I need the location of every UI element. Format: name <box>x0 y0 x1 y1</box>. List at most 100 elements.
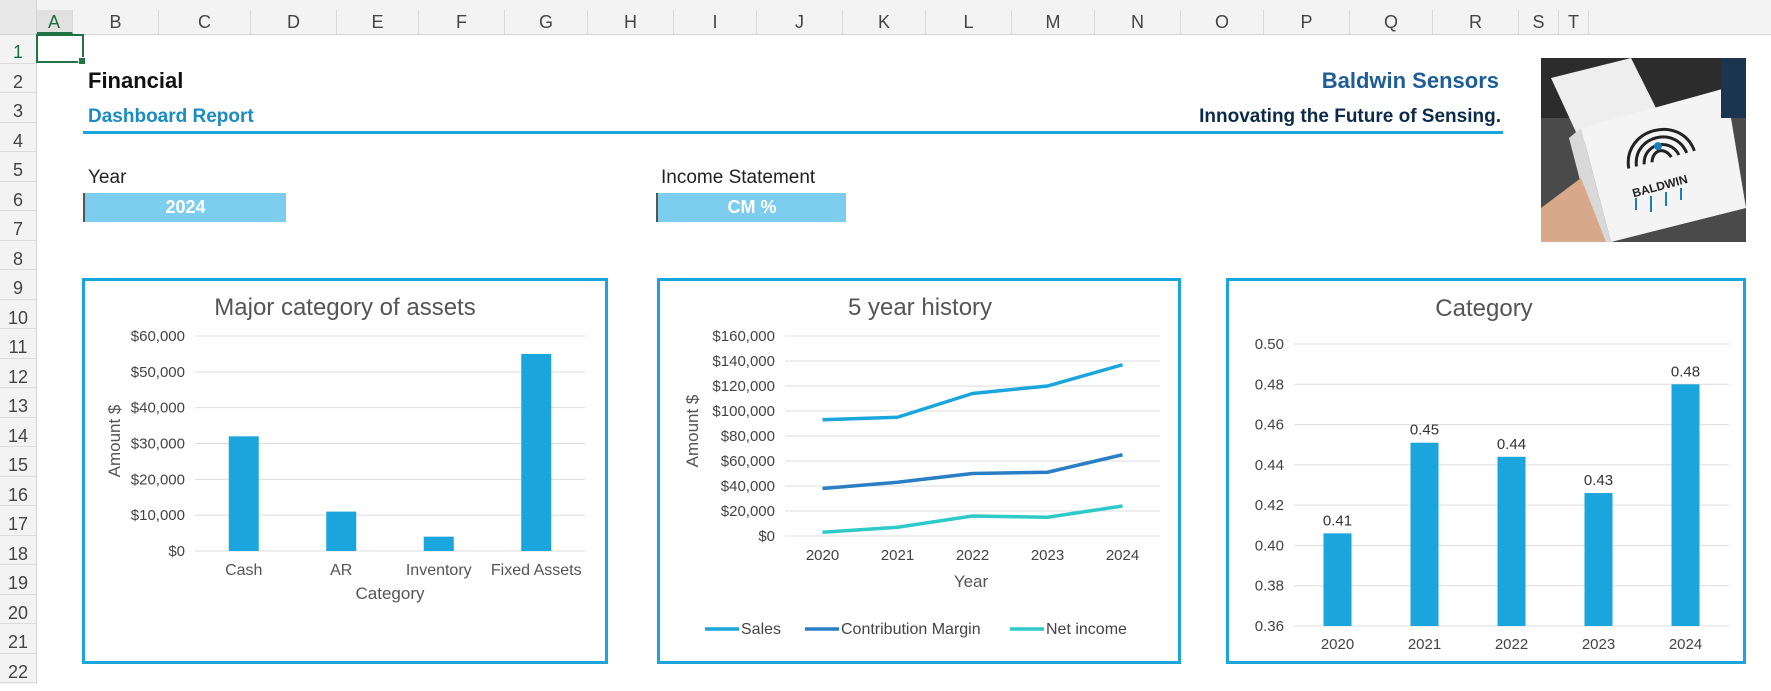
column-header-o[interactable]: O <box>1181 10 1264 34</box>
x-tick-label: Fixed Assets <box>491 562 582 579</box>
row-header-13[interactable]: 13 <box>0 388 36 418</box>
x-tick-label: 2022 <box>956 547 989 564</box>
column-header-l[interactable]: L <box>926 10 1012 34</box>
year-label: Year <box>88 167 127 188</box>
bar-inventory <box>423 536 454 551</box>
row-header-1[interactable]: 1 <box>0 34 36 64</box>
column-header-r[interactable]: R <box>1433 10 1519 34</box>
series-line-net-income <box>822 504 1123 534</box>
row-header-16[interactable]: 16 <box>0 477 36 506</box>
x-tick-label: Inventory <box>406 562 472 579</box>
column-header-d[interactable]: D <box>251 10 337 34</box>
y-tick-label: 0.44 <box>1255 457 1284 474</box>
data-label: 0.43 <box>1584 472 1613 489</box>
data-label: 0.41 <box>1323 512 1352 529</box>
bar-2021 <box>1410 442 1439 626</box>
row-header-14[interactable]: 14 <box>0 418 36 447</box>
chart-title: 5 year history <box>848 294 992 321</box>
row-header-17[interactable]: 17 <box>0 506 36 536</box>
x-tick-label: 2021 <box>881 547 914 564</box>
category-chart-panel[interactable]: Category 0.36 0.38 0.40 0.42 0.44 0.46 0.48 0.50… <box>1226 278 1746 664</box>
income-statement-label: Income Statement <box>661 167 816 188</box>
row-header-6[interactable]: 6 <box>0 182 36 211</box>
series-line-contribution-margin <box>822 453 1123 491</box>
row-header-18[interactable]: 18 <box>0 536 36 565</box>
row-header-9[interactable]: 9 <box>0 270 36 300</box>
active-cell-a1[interactable] <box>36 34 86 65</box>
y-tick-label: 0.40 <box>1255 537 1284 554</box>
legend-label: Contribution Margin <box>841 621 981 638</box>
y-tick-label: 0.36 <box>1255 618 1284 635</box>
chart-title: Category <box>1435 295 1532 322</box>
row-header-12[interactable]: 12 <box>0 359 36 388</box>
row-header-10[interactable]: 10 <box>0 300 36 329</box>
series-line-sales <box>822 363 1123 422</box>
header-rule <box>83 131 1503 134</box>
row-header-4[interactable]: 4 <box>0 123 36 152</box>
assets-chart-panel[interactable]: Major category of assets $0 $10,000 $20,000… <box>82 278 608 664</box>
data-label: 0.44 <box>1497 436 1526 453</box>
row-header-8[interactable]: 8 <box>0 241 36 270</box>
row-header-11[interactable]: 11 <box>0 329 36 359</box>
y-tick-label: $30,000 <box>131 436 185 453</box>
y-tick-label: 0.42 <box>1255 497 1284 514</box>
row-header-19[interactable]: 19 <box>0 565 36 595</box>
column-header-s[interactable]: S <box>1519 10 1559 34</box>
y-tick-label: 0.48 <box>1255 376 1284 393</box>
column-header-q[interactable]: Q <box>1350 10 1433 34</box>
select-all-corner[interactable] <box>0 0 37 35</box>
history-line-chart: 5 year history $0 $20,000 $40,000 $60,000 $80… <box>683 294 1160 638</box>
income-statement-selector[interactable]: CM % <box>656 193 846 222</box>
row-header-15[interactable]: 15 <box>0 447 36 477</box>
row-header-3[interactable]: 3 <box>0 93 36 123</box>
history-chart-panel[interactable]: 5 year history $0 $20,000 $40,000 $60,000 $80… <box>657 278 1181 664</box>
company-name: Baldwin Sensors <box>1321 68 1499 93</box>
y-tick-label: $80,000 <box>721 428 775 445</box>
y-tick-label: $40,000 <box>721 478 775 495</box>
column-header-e[interactable]: E <box>337 10 419 34</box>
row-header-21[interactable]: 21 <box>0 624 36 654</box>
data-label: 0.48 <box>1671 363 1700 380</box>
y-tick-label: $50,000 <box>131 364 185 381</box>
year-selector[interactable]: 2024 <box>83 193 286 222</box>
row-header-22[interactable]: 22 <box>0 654 36 683</box>
row-header-2[interactable]: 2 <box>0 64 36 93</box>
column-header-c[interactable]: C <box>159 10 251 34</box>
column-header-m[interactable]: M <box>1012 10 1095 34</box>
y-tick-label: $120,000 <box>712 378 775 395</box>
legend-label: Sales <box>741 621 781 638</box>
column-header-i[interactable]: I <box>674 10 757 34</box>
column-header-f[interactable]: F <box>419 10 505 34</box>
y-tick-label: $0 <box>758 528 775 545</box>
column-header-n[interactable]: N <box>1095 10 1181 34</box>
row-header-7[interactable]: 7 <box>0 211 36 241</box>
bar-fixed-assets <box>521 353 552 551</box>
column-header-a[interactable]: A <box>36 10 73 34</box>
x-axis-label: Category <box>356 584 425 603</box>
column-header-b[interactable]: B <box>73 10 159 34</box>
x-tick-label: 2024 <box>1669 636 1702 653</box>
column-header-t[interactable]: T <box>1559 10 1589 34</box>
y-tick-label: $0 <box>168 543 185 560</box>
column-header-p[interactable]: P <box>1264 10 1350 34</box>
x-tick-label: 2020 <box>806 547 839 564</box>
y-tick-label: $20,000 <box>721 503 775 520</box>
y-tick-label: 0.46 <box>1255 417 1284 434</box>
column-header-g[interactable]: G <box>505 10 588 34</box>
column-header-h[interactable]: H <box>588 10 674 34</box>
row-header-20[interactable]: 20 <box>0 595 36 624</box>
category-bar-chart: Category 0.36 0.38 0.40 0.42 0.44 0.46 0.48 0.50… <box>1255 295 1729 653</box>
column-header-k[interactable]: K <box>843 10 926 34</box>
page-subtitle: Dashboard Report <box>88 106 254 127</box>
column-header-j[interactable]: J <box>757 10 843 34</box>
y-tick-label: $100,000 <box>712 403 775 420</box>
y-tick-label: $60,000 <box>721 453 775 470</box>
y-tick-label: 0.50 <box>1255 336 1284 353</box>
x-tick-label: 2020 <box>1321 636 1354 653</box>
row-header-5[interactable]: 5 <box>0 152 36 182</box>
data-label: 0.45 <box>1410 422 1439 439</box>
x-axis-label: Year <box>954 572 989 591</box>
chart-title: Major category of assets <box>214 294 475 321</box>
y-tick-label: $160,000 <box>712 328 775 345</box>
